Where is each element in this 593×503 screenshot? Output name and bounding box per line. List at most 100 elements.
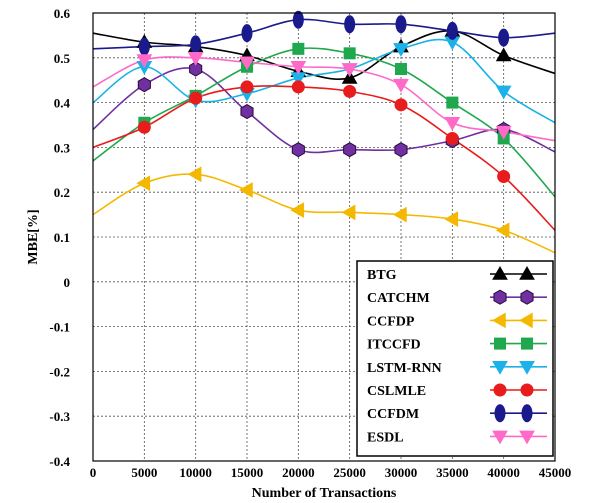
y-tick-label: 0 (64, 275, 71, 290)
data-point-itccfd (446, 96, 459, 109)
y-tick-label: 0.5 (54, 51, 71, 66)
y-tick-label: 0.4 (54, 96, 71, 111)
data-point-ccfdm (292, 10, 304, 29)
data-point-ccfdp (392, 206, 407, 223)
legend-item-lstm-rnn: LSTM-RNN (367, 361, 547, 376)
data-point-ccfdm (190, 35, 202, 54)
legend-marker (493, 383, 507, 397)
legend-marker (520, 289, 534, 305)
data-point-catchm (189, 61, 203, 77)
data-point-cslmle (240, 80, 254, 94)
legend-marker (494, 404, 506, 423)
x-tick-label: 35000 (436, 465, 469, 480)
legend-item-ccfdm: CCFDM (367, 404, 547, 423)
legend-item-cslmle: CSLMLE (367, 383, 547, 399)
legend-marker (519, 265, 535, 280)
legend-marker (521, 337, 533, 350)
legend-marker (494, 337, 506, 350)
legend-label: ITCCFD (367, 338, 421, 353)
legend-marker (521, 404, 533, 423)
data-point-itccfd (292, 42, 305, 55)
y-tick-label: 0.1 (54, 230, 70, 245)
data-point-cslmle (189, 91, 203, 105)
legend-marker (491, 312, 506, 329)
legend: BTG CATCHM CCFDP ITCCFD LSTM-RNN CSLMLE CCFDM E… (356, 260, 554, 457)
x-tick-label: 5000 (131, 465, 157, 480)
legend-marker (520, 383, 534, 397)
series-layer (92, 18, 556, 254)
x-tick-label: 40000 (487, 465, 520, 480)
data-point-ccfdp (136, 175, 151, 192)
legend-marker (518, 312, 533, 329)
y-tick-label: 0.3 (54, 140, 71, 155)
legend-marker (492, 430, 508, 445)
legend-marker (493, 289, 507, 305)
data-point-cslmle (291, 80, 305, 94)
legend-item-itccfd: ITCCFD (367, 337, 547, 353)
x-tick-label: 20000 (282, 465, 315, 480)
data-point-catchm (394, 142, 408, 158)
data-point-catchm (240, 103, 254, 120)
data-point-esdl (341, 63, 358, 78)
legend-item-esdl: ESDL (367, 430, 547, 445)
data-point-ccfdm (395, 15, 407, 34)
data-point-ccfdm (241, 24, 253, 43)
series-line-lstm-rnn (92, 38, 556, 124)
data-point-esdl (495, 125, 512, 140)
legend-item-ccfdp: CCFDP (367, 312, 547, 329)
data-point-esdl (444, 117, 461, 131)
marker-layer (136, 10, 512, 239)
data-point-ccfdm (344, 15, 356, 34)
data-point-esdl (393, 78, 409, 93)
legend-marker (519, 361, 535, 375)
series-line-itccfd (92, 47, 556, 198)
y-tick-label: -0.1 (49, 320, 70, 335)
data-point-ccfdm (446, 21, 458, 40)
series-line-btg (92, 30, 556, 80)
y-tick-label: 0.6 (54, 6, 71, 21)
legend-item-catchm: CATCHM (367, 289, 547, 306)
legend-marker (492, 265, 508, 280)
legend-label: CSLMLE (367, 384, 426, 399)
data-point-esdl (239, 56, 255, 71)
series-line-ccfdm (92, 18, 556, 50)
data-point-ccfdm (498, 28, 510, 47)
data-point-cslmle (497, 170, 511, 184)
data-point-catchm (291, 142, 305, 158)
data-point-cslmle (343, 84, 357, 98)
plot-area-frame (92, 12, 556, 462)
legend-label: BTG (367, 268, 397, 283)
data-point-esdl (136, 54, 153, 69)
series-line-ccfdp (92, 173, 556, 254)
y-tick-label: -0.4 (49, 454, 70, 469)
series-line-cslmle (92, 85, 556, 231)
legend-box (356, 260, 554, 457)
data-point-cslmle (137, 120, 151, 134)
legend-label: CATCHM (367, 291, 430, 306)
data-point-ccfdp (495, 222, 510, 239)
data-point-ccfdp (290, 202, 305, 218)
data-point-btg (341, 69, 358, 84)
data-point-cslmle (445, 131, 459, 145)
y-tick-label: -0.3 (49, 409, 70, 424)
x-tick-label: 30000 (385, 465, 418, 480)
legend-marker (492, 361, 508, 375)
legend-item-btg: BTG (367, 265, 547, 283)
legend-label: ESDL (367, 430, 404, 445)
data-point-ccfdp (444, 211, 459, 227)
data-point-catchm (343, 142, 357, 158)
legend-label: CCFDP (367, 314, 415, 329)
data-point-ccfdp (238, 182, 253, 198)
x-tick-label: 25000 (333, 465, 366, 480)
data-point-esdl (290, 61, 307, 75)
x-axis-title: Number of Transactions (252, 486, 397, 501)
data-point-lstm-rnn (393, 43, 409, 57)
x-axis-ticks: 0 5000 10000 15000 20000 25000 30000 35000 40000… (90, 465, 572, 480)
data-point-esdl (187, 52, 204, 66)
series-line-catchm (92, 67, 556, 154)
y-axis-title: MBE[%] (26, 209, 41, 264)
data-point-ccfdm (138, 37, 150, 56)
data-point-ccfdp (187, 166, 202, 183)
